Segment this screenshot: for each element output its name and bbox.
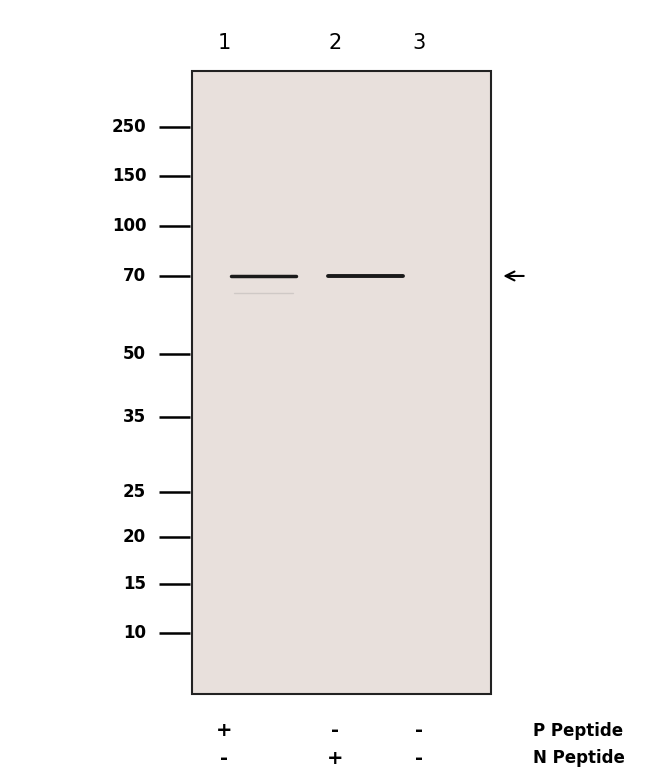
Text: -: -	[415, 721, 423, 740]
Text: 50: 50	[124, 346, 146, 363]
Text: 250: 250	[112, 118, 146, 136]
FancyBboxPatch shape	[192, 71, 491, 694]
Text: 1: 1	[218, 33, 231, 53]
Text: N Peptide: N Peptide	[533, 750, 625, 767]
Text: 20: 20	[123, 528, 146, 546]
Text: +: +	[326, 749, 343, 768]
Text: 35: 35	[123, 408, 146, 426]
Text: -: -	[415, 749, 423, 768]
Text: 100: 100	[112, 217, 146, 234]
Text: 2: 2	[328, 33, 341, 53]
Text: -: -	[220, 749, 228, 768]
Text: -: -	[331, 721, 339, 740]
Text: P Peptide: P Peptide	[533, 722, 623, 739]
Text: 10: 10	[124, 625, 146, 642]
Text: 150: 150	[112, 168, 146, 185]
Text: 70: 70	[123, 267, 146, 285]
Text: 15: 15	[124, 575, 146, 593]
Text: +: +	[216, 721, 233, 740]
Text: 3: 3	[413, 33, 426, 53]
Text: 25: 25	[123, 483, 146, 500]
